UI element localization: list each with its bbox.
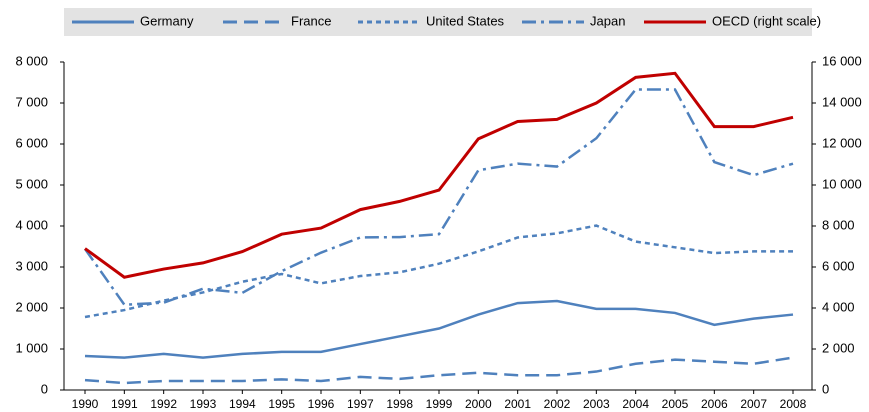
y-tick-label: 5 000 [15,176,48,191]
x-tick-label: 1996 [308,397,335,411]
y2-tick-label: 0 [822,381,829,396]
legend-label: Germany [140,13,194,28]
legend-label: France [291,13,331,28]
y-tick-label: 8 000 [15,53,48,68]
y2-tick-label: 6 000 [822,258,855,273]
legend-label: United States [426,13,505,28]
x-tick-label: 1993 [190,397,217,411]
series-line [84,224,793,319]
y2-tick-label: 10 000 [822,176,862,191]
y2-tick-label: 2 000 [822,340,855,355]
x-tick-label: 2008 [780,397,807,411]
x-tick-label: 2007 [740,397,767,411]
series-line [84,71,794,279]
y2-tick-label: 12 000 [822,135,862,150]
y2-tick-label: 14 000 [822,94,862,109]
y2-tick-label: 8 000 [822,217,855,232]
x-tick-label: 2004 [622,397,649,411]
y-tick-label: 7 000 [15,94,48,109]
x-tick-label: 1990 [72,397,99,411]
y-tick-label: 0 [41,381,48,396]
y2-tick-label: 16 000 [822,53,862,68]
x-tick-label: 1999 [426,397,453,411]
series-line [83,88,794,307]
x-tick-label: 2005 [662,397,689,411]
x-tick-label: 1998 [386,397,413,411]
y-tick-label: 1 000 [15,340,48,355]
y-tick-label: 6 000 [15,135,48,150]
x-tick-label: 1997 [347,397,374,411]
x-tick-label: 1991 [111,397,138,411]
x-tick-label: 2002 [544,397,571,411]
x-tick-label: 2001 [504,397,531,411]
x-tick-label: 2006 [701,397,728,411]
series-line [84,356,794,385]
x-tick-label: 2000 [465,397,492,411]
y2-tick-label: 4 000 [822,299,855,314]
x-tick-label: 1994 [229,397,256,411]
x-tick-label: 2003 [583,397,610,411]
x-tick-label: 1992 [150,397,177,411]
y-tick-label: 4 000 [15,217,48,232]
series-line [84,299,794,359]
y-tick-label: 2 000 [15,299,48,314]
legend-label: OECD (right scale) [712,13,821,28]
y-tick-label: 3 000 [15,258,48,273]
x-tick-label: 1995 [268,397,295,411]
legend-label: Japan [590,13,625,28]
